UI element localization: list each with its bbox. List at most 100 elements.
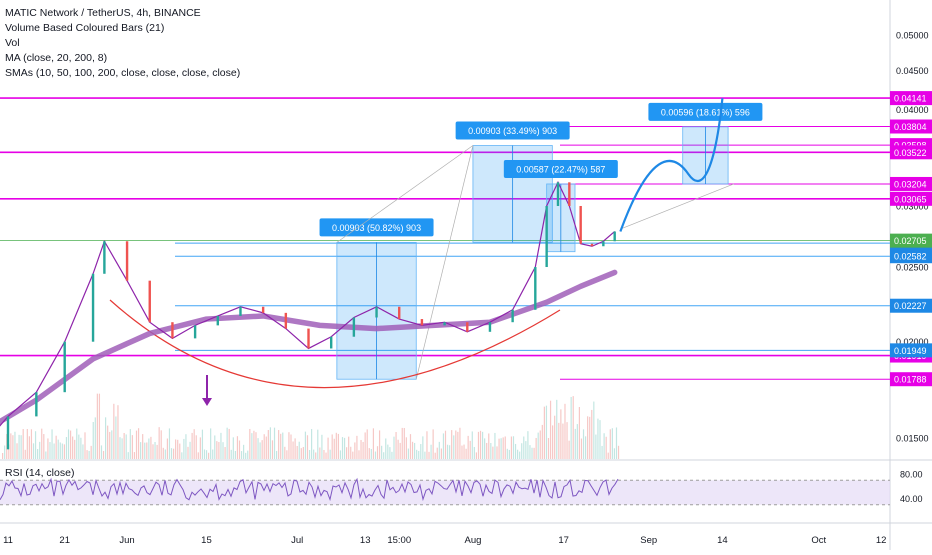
rsi-tick-0: 80.00 bbox=[900, 470, 923, 480]
volume-bar bbox=[230, 449, 232, 459]
current-price-tag-bg bbox=[890, 233, 932, 248]
level-tag-bg-b-1 bbox=[890, 249, 932, 264]
candle bbox=[216, 315, 219, 326]
volume-bar bbox=[465, 448, 467, 459]
volume-bar bbox=[197, 452, 199, 459]
volume-bar bbox=[30, 429, 33, 459]
volume-bar bbox=[189, 441, 191, 459]
volume-bar bbox=[222, 442, 224, 459]
volume-bar bbox=[343, 437, 346, 459]
volume-bar bbox=[107, 425, 109, 459]
candle bbox=[6, 416, 10, 450]
legend-vol[interactable]: Vol bbox=[5, 37, 20, 49]
volume-bar bbox=[514, 443, 517, 459]
volume-bar bbox=[521, 443, 523, 459]
volume-bar bbox=[385, 438, 387, 459]
volume-bar bbox=[457, 431, 459, 459]
cup-curve[interactable] bbox=[109, 299, 561, 389]
x-tick-2: Jun bbox=[119, 535, 134, 546]
volume-bar bbox=[589, 416, 591, 459]
volume-bar bbox=[562, 423, 564, 459]
candle bbox=[579, 205, 582, 244]
projected-path[interactable] bbox=[619, 98, 724, 232]
volume-bar bbox=[568, 440, 570, 459]
volume-bar bbox=[292, 441, 294, 459]
x-tick-5: 13 bbox=[360, 535, 371, 546]
volume-bar bbox=[549, 400, 552, 459]
volume-bar bbox=[286, 450, 288, 459]
candle bbox=[534, 267, 537, 310]
level-tag-m-4: 0.03204 bbox=[894, 179, 927, 189]
volume-bar bbox=[387, 444, 389, 459]
level-tag-m-0: 0.04141 bbox=[894, 94, 927, 104]
volume-bar bbox=[525, 441, 527, 459]
volume-bar bbox=[477, 431, 480, 459]
y-tick-5: 0.02500 bbox=[896, 263, 929, 273]
candle bbox=[35, 392, 38, 417]
measure-label-2: 0.00587 (22.47%) 587 bbox=[516, 164, 605, 174]
volume-bar bbox=[166, 438, 168, 459]
volume-bar bbox=[327, 437, 329, 459]
volume-bar bbox=[129, 429, 131, 459]
volume-bar bbox=[523, 436, 525, 459]
volume-bar bbox=[552, 425, 554, 459]
volume-bar bbox=[90, 445, 92, 459]
volume-bar bbox=[578, 407, 580, 459]
volume-bar bbox=[251, 433, 253, 459]
x-tick-6: 15:00 bbox=[387, 535, 411, 546]
volume-bar bbox=[125, 434, 127, 459]
legend-ma[interactable]: MA (close, 20, 200, 8) bbox=[5, 52, 108, 64]
volume-bar bbox=[381, 445, 383, 459]
volume-bar bbox=[109, 431, 111, 459]
trend-line-b bbox=[336, 145, 474, 243]
legend-smas[interactable]: SMAs (10, 50, 100, 200, close, close, cl… bbox=[5, 67, 241, 79]
volume-bar bbox=[63, 444, 65, 459]
volume-bar bbox=[607, 452, 609, 459]
volume-bar bbox=[210, 428, 212, 459]
y-tick-4: 0.03000 bbox=[896, 201, 929, 211]
volume-bar bbox=[105, 417, 107, 459]
ma-line[interactable] bbox=[0, 269, 618, 433]
volume-bar bbox=[420, 444, 422, 459]
volume-bar bbox=[331, 434, 333, 459]
volume-bar bbox=[378, 430, 381, 459]
volume-bar bbox=[341, 437, 344, 459]
volume-bar bbox=[280, 433, 282, 459]
volume-bar bbox=[152, 444, 154, 459]
volume-bar bbox=[271, 440, 274, 459]
candle bbox=[466, 322, 469, 332]
main-pane[interactable] bbox=[0, 0, 890, 459]
volume-bar bbox=[475, 452, 477, 459]
volume-bar bbox=[144, 442, 146, 459]
volume-bar bbox=[374, 451, 377, 459]
volume-bar bbox=[451, 430, 453, 459]
legend-volume-bars[interactable]: Volume Based Coloured Bars (21) bbox=[5, 22, 165, 34]
volume-bar bbox=[117, 405, 119, 459]
rsi-label[interactable]: RSI (14, close) bbox=[5, 467, 75, 479]
volume-bar bbox=[595, 434, 597, 459]
volume-bar bbox=[201, 429, 204, 459]
candle bbox=[602, 241, 605, 247]
volume-bar bbox=[411, 441, 414, 459]
legend-symbol[interactable]: MATIC Network / TetherUS, 4h, BINANCE bbox=[5, 7, 201, 19]
candle bbox=[261, 306, 265, 313]
volume-bar bbox=[140, 442, 142, 459]
price-line[interactable] bbox=[0, 180, 616, 449]
volume-bar bbox=[517, 449, 519, 459]
rsi-line[interactable] bbox=[0, 477, 619, 502]
volume-bar bbox=[383, 452, 385, 459]
volume-bar bbox=[284, 446, 286, 459]
volume-bar bbox=[6, 434, 8, 459]
volume-bar bbox=[442, 433, 445, 459]
volume-bar bbox=[315, 452, 317, 459]
volume-bar bbox=[20, 435, 22, 459]
volume-bar bbox=[69, 430, 72, 459]
level-tag-bg-b-3 bbox=[890, 343, 932, 358]
volume-bar bbox=[121, 438, 123, 459]
volume-bar bbox=[519, 451, 521, 459]
volume-bar bbox=[453, 435, 455, 459]
volume-bar bbox=[490, 443, 492, 459]
volume-bar bbox=[37, 449, 39, 459]
